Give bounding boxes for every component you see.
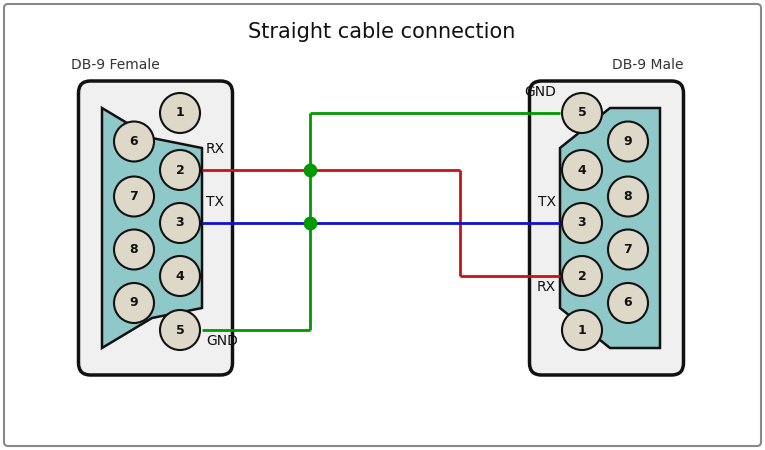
Circle shape <box>562 203 602 243</box>
Text: GND: GND <box>524 85 556 99</box>
Text: 4: 4 <box>578 163 587 176</box>
Circle shape <box>114 176 154 216</box>
Text: DB-9 Female: DB-9 Female <box>70 58 159 72</box>
Circle shape <box>160 203 200 243</box>
Circle shape <box>160 256 200 296</box>
Text: 9: 9 <box>623 135 633 148</box>
Circle shape <box>608 122 648 162</box>
Text: 3: 3 <box>578 216 586 230</box>
Text: GND: GND <box>206 334 238 348</box>
Text: RX: RX <box>537 280 556 294</box>
Circle shape <box>114 122 154 162</box>
Text: 6: 6 <box>623 297 633 310</box>
Circle shape <box>160 93 200 133</box>
FancyBboxPatch shape <box>4 4 761 446</box>
Text: 2: 2 <box>578 270 587 283</box>
Text: 3: 3 <box>176 216 184 230</box>
Text: TX: TX <box>206 195 224 209</box>
Circle shape <box>562 310 602 350</box>
Text: 1: 1 <box>578 324 587 337</box>
Text: 8: 8 <box>623 190 633 203</box>
Polygon shape <box>102 108 202 348</box>
Text: 6: 6 <box>130 135 138 148</box>
Circle shape <box>114 283 154 323</box>
Text: TX: TX <box>538 195 556 209</box>
Text: DB-9 Male: DB-9 Male <box>612 58 684 72</box>
Text: RX: RX <box>206 142 225 156</box>
Circle shape <box>608 283 648 323</box>
Circle shape <box>562 93 602 133</box>
Text: 9: 9 <box>130 297 138 310</box>
FancyBboxPatch shape <box>529 81 683 375</box>
Circle shape <box>114 230 154 270</box>
Text: 1: 1 <box>176 107 184 120</box>
Text: 2: 2 <box>176 163 184 176</box>
Circle shape <box>160 150 200 190</box>
Text: 5: 5 <box>578 107 587 120</box>
Point <box>304 220 316 227</box>
Text: 5: 5 <box>176 324 184 337</box>
Circle shape <box>160 310 200 350</box>
Circle shape <box>608 230 648 270</box>
Text: 4: 4 <box>176 270 184 283</box>
Text: 8: 8 <box>130 243 138 256</box>
Circle shape <box>608 176 648 216</box>
Text: 7: 7 <box>623 243 633 256</box>
Point <box>304 166 316 174</box>
Circle shape <box>562 256 602 296</box>
Text: Straight cable connection: Straight cable connection <box>249 22 516 42</box>
Polygon shape <box>560 108 660 348</box>
FancyBboxPatch shape <box>79 81 233 375</box>
Circle shape <box>562 150 602 190</box>
Text: 7: 7 <box>129 190 138 203</box>
